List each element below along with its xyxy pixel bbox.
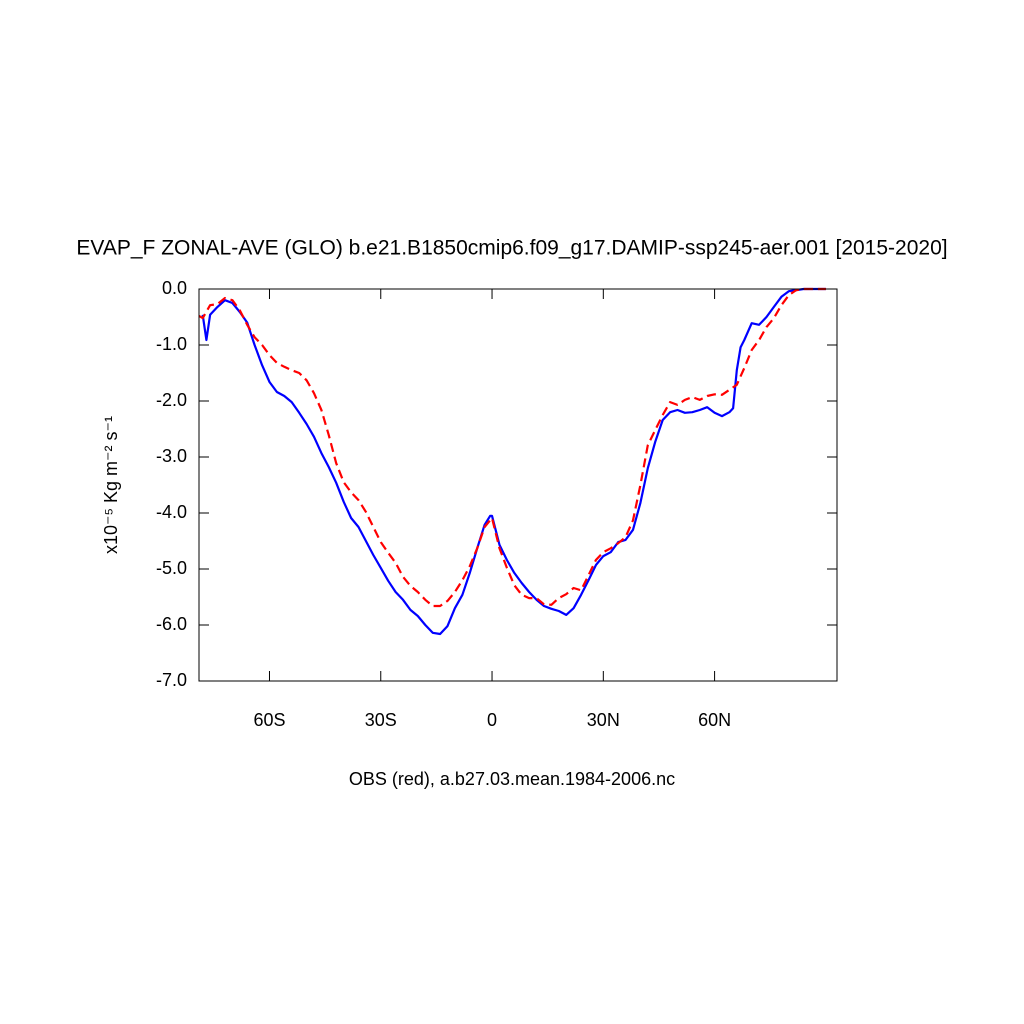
x-tick-label: 60S [253,710,285,730]
plot-frame [198,288,838,682]
y-tick-label: -3.0 [156,446,187,466]
x-tick-label: 60N [698,710,731,730]
y-axis-label: x10⁻⁵ Kg m⁻² s⁻¹ [101,416,121,554]
series-line [198,287,826,608]
y-tick-label: 0.0 [162,278,187,298]
y-tick-label: -5.0 [156,558,187,578]
y-tick-label: -7.0 [156,670,187,690]
x-tick-label: 30S [365,710,397,730]
x-tick-label: 30N [587,710,620,730]
series-line [201,287,826,636]
y-tick-label: -6.0 [156,614,187,634]
x-axis-label: OBS (red), a.b27.03.mean.1984-2006.nc [349,769,675,789]
y-tick-label: -1.0 [156,334,187,354]
chart-title: EVAP_F ZONAL-AVE (GLO) b.e21.B1850cmip6.… [76,237,947,260]
x-tick-label: 0 [487,710,497,730]
y-tick-label: -2.0 [156,390,187,410]
y-tick-label: -4.0 [156,502,187,522]
